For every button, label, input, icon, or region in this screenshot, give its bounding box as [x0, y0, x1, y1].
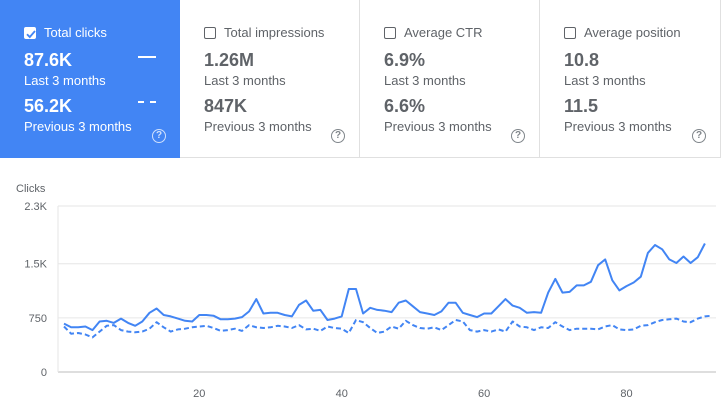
- x-tick-label: 80: [620, 388, 632, 400]
- y-tick-labels: 0 750 1.5K 2.3K: [24, 201, 47, 379]
- checkbox-unchecked[interactable]: [564, 26, 576, 39]
- metric-header: Total impressions: [204, 25, 324, 40]
- checkbox-unchecked[interactable]: [204, 26, 216, 39]
- metric-current-value: 87.6K: [24, 50, 73, 70]
- x-tick-label: 20: [193, 388, 205, 400]
- metric-previous-period: Previous 3 months: [204, 119, 312, 134]
- metric-card-total-impressions[interactable]: Total impressions 1.26M Last 3 months 84…: [180, 0, 360, 158]
- metric-current-value: 6.9%: [384, 50, 426, 70]
- current-period-line: [63, 243, 706, 332]
- metric-current-period: Last 3 months: [384, 73, 466, 88]
- checkbox-checked[interactable]: [24, 26, 36, 39]
- metric-header: Total clicks: [24, 25, 107, 40]
- help-icon[interactable]: ?: [692, 129, 706, 143]
- help-icon[interactable]: ?: [152, 129, 166, 143]
- dashed-line-legend-icon: [138, 101, 156, 103]
- metric-previous-value: 11.5: [564, 96, 599, 116]
- clicks-line-chart[interactable]: Clicks 0 750 1.5K 2.3K 20 40 60 80: [0, 170, 721, 418]
- help-icon[interactable]: ?: [511, 129, 525, 143]
- checkbox-unchecked[interactable]: [384, 26, 396, 39]
- metric-current-period: Last 3 months: [204, 73, 286, 88]
- metric-label: Average position: [584, 25, 681, 40]
- metric-current-period: Last 3 months: [564, 73, 646, 88]
- chart-grid: [57, 205, 716, 373]
- metric-card-average-ctr[interactable]: Average CTR 6.9% Last 3 months 6.6% Prev…: [360, 0, 540, 158]
- y-tick-label: 2.3K: [24, 201, 47, 213]
- x-tick-label: 40: [336, 388, 348, 400]
- help-icon[interactable]: ?: [331, 129, 345, 143]
- metric-previous-value: 6.6%: [384, 96, 426, 116]
- metric-previous-period: Previous 3 months: [24, 119, 132, 134]
- chart-series: [63, 243, 713, 339]
- metric-cards: Total clicks 87.6K Last 3 months 56.2K P…: [0, 0, 721, 158]
- solid-line-legend-icon: [138, 56, 156, 58]
- metric-previous-period: Previous 3 months: [384, 119, 492, 134]
- y-axis-label: Clicks: [16, 183, 46, 195]
- metric-current-value: 10.8: [564, 50, 600, 70]
- metric-previous-period: Previous 3 months: [564, 119, 672, 134]
- check-icon: [26, 29, 36, 38]
- previous-period-line: [63, 314, 713, 339]
- y-tick-label: 750: [29, 313, 47, 325]
- x-tick-label: 60: [478, 388, 490, 400]
- metric-previous-value: 847K: [204, 96, 248, 116]
- x-tick-labels: 20 40 60 80: [193, 388, 633, 400]
- metric-header: Average CTR: [384, 25, 483, 40]
- y-tick-label: 1.5K: [24, 259, 47, 271]
- metric-current-period: Last 3 months: [24, 73, 106, 88]
- metric-label: Average CTR: [404, 25, 483, 40]
- metric-header: Average position: [564, 25, 681, 40]
- metric-card-average-position[interactable]: Average position 10.8 Last 3 months 11.5…: [540, 0, 721, 158]
- metric-label: Total clicks: [44, 25, 107, 40]
- y-tick-label: 0: [41, 367, 47, 379]
- metric-current-value: 1.26M: [204, 50, 255, 70]
- metric-previous-value: 56.2K: [24, 96, 73, 116]
- metric-label: Total impressions: [224, 25, 325, 40]
- metric-card-total-clicks[interactable]: Total clicks 87.6K Last 3 months 56.2K P…: [0, 0, 180, 158]
